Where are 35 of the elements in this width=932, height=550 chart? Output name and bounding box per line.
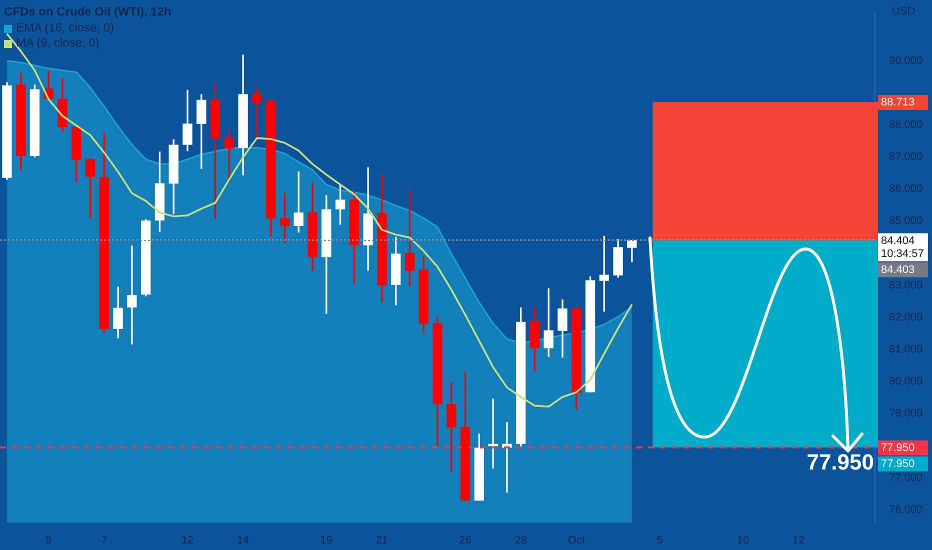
x-tick-label: 14 — [236, 534, 250, 546]
y-tick-label: 87.000 — [889, 151, 923, 164]
y-tick-label: 90.000 — [889, 54, 923, 67]
x-tick-label: 12 — [792, 534, 805, 546]
y-tick-label: 88.000 — [889, 118, 923, 131]
x-tick-label: Oct — [568, 534, 585, 546]
x-tick-label: 19 — [320, 534, 333, 546]
y-tick-label: 82.000 — [889, 311, 923, 324]
x-tick-label: 21 — [376, 534, 388, 546]
y-tick-label: 77.000 — [889, 472, 923, 484]
x-tick-label: 10 — [736, 534, 750, 546]
band-label: 88.713 — [881, 96, 915, 109]
annotation: 77.950 — [806, 449, 874, 474]
x-tick-label: 5 — [46, 534, 52, 546]
ref-line-label: 84.403 — [881, 264, 915, 276]
y-tick-label: 79.000 — [889, 408, 923, 420]
y-tick-label: 80.000 — [889, 376, 923, 388]
chart-title: CFDs on Crude Oil (WTI), 12h — [4, 4, 172, 18]
y-tick-label: 85.000 — [889, 215, 923, 228]
y-tick-label: 76.000 — [889, 504, 923, 516]
legend-label: EMA (16, close, 0) — [16, 20, 114, 34]
x-tick-label: 12 — [181, 534, 194, 546]
text: 10:34:57 — [881, 248, 924, 260]
y-tick-label: 83.000 — [889, 279, 923, 292]
legend-label: MA (9, close, 0) — [16, 35, 100, 50]
y-tick-label: 81.000 — [889, 344, 923, 356]
ref-line-label: 77.950 — [881, 442, 915, 454]
x-tick-label: 5 — [656, 534, 663, 546]
x-tick-label: 7 — [101, 534, 108, 546]
y-tick-label: 86.000 — [889, 183, 923, 196]
band-label: 77.950 — [881, 458, 915, 470]
ref-line-label: 84.404 — [881, 234, 915, 247]
y-axis-title: USD — [892, 6, 916, 18]
x-tick-label: 26 — [459, 534, 472, 546]
x-tick-label: 28 — [514, 534, 527, 546]
